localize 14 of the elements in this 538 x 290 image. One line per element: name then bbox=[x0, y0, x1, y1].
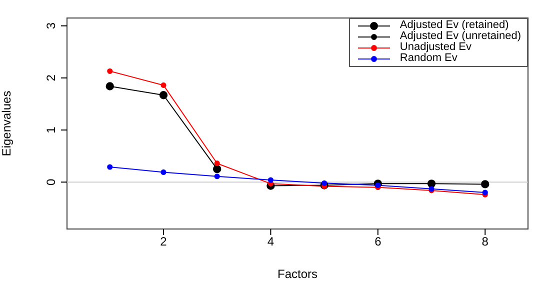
x-tick-label: 2 bbox=[160, 234, 168, 249]
legend-label: Unadjusted Ev bbox=[400, 41, 472, 53]
legend-label: Adjusted Ev (retained) bbox=[400, 19, 509, 31]
x-tick-label: 8 bbox=[482, 234, 489, 249]
x-axis-title: Factors bbox=[277, 267, 318, 281]
legend-label: Adjusted Ev (unretained) bbox=[400, 30, 521, 42]
y-tick-label: 3 bbox=[44, 22, 58, 30]
y-tick-label: 0 bbox=[44, 178, 58, 186]
x-tick-label: 4 bbox=[267, 234, 274, 249]
x-tick-label: 6 bbox=[374, 234, 382, 249]
y-tick-label: 1 bbox=[44, 126, 58, 134]
y-tick-label: 2 bbox=[44, 74, 58, 82]
y-axis-title: Eigenvalues bbox=[0, 90, 14, 156]
legend-label: Random Ev bbox=[400, 52, 458, 64]
